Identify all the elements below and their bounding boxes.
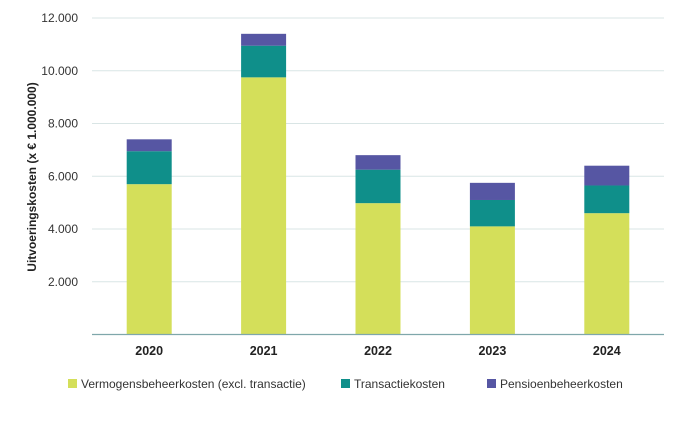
x-axis-ticks: 2020 2021 2022 2023 2024 bbox=[135, 344, 620, 358]
bar-segment bbox=[355, 155, 401, 170]
bar-segment bbox=[355, 169, 401, 204]
legend-swatch bbox=[341, 379, 350, 388]
legend-swatch bbox=[487, 379, 496, 388]
x-tick-label: 2020 bbox=[135, 344, 163, 358]
bars bbox=[126, 33, 630, 335]
bar-segment bbox=[584, 185, 630, 214]
y-tick-label: 12.000 bbox=[41, 11, 78, 25]
y-tick-label: 8.000 bbox=[48, 117, 78, 131]
y-tick-label: 2.000 bbox=[48, 275, 78, 289]
legend-label: Transactiekosten bbox=[354, 377, 445, 391]
y-axis-title: Uitvoeringskosten (x € 1.000.000) bbox=[25, 82, 39, 271]
bar-segment bbox=[126, 184, 172, 335]
y-tick-label: 6.000 bbox=[48, 169, 78, 183]
bar-segment bbox=[469, 199, 515, 227]
legend-swatch bbox=[68, 379, 77, 388]
x-tick-label: 2021 bbox=[250, 344, 278, 358]
bar-segment bbox=[126, 151, 172, 185]
legend: Vermogensbeheerkosten (excl. transactie)… bbox=[68, 377, 623, 391]
x-tick-label: 2024 bbox=[593, 344, 621, 358]
bar-segment bbox=[241, 45, 287, 78]
bar-segment bbox=[241, 77, 287, 335]
y-axis-ticks: 2.000 4.000 6.000 8.000 10.000 12.000 bbox=[41, 11, 78, 289]
bar-segment bbox=[469, 182, 515, 200]
y-tick-label: 4.000 bbox=[48, 222, 78, 236]
x-tick-label: 2023 bbox=[478, 344, 506, 358]
bar-segment bbox=[469, 226, 515, 335]
legend-label: Pensioenbeheerkosten bbox=[500, 377, 623, 391]
bar-segment bbox=[126, 139, 172, 152]
bar-segment bbox=[584, 165, 630, 186]
x-tick-label: 2022 bbox=[364, 344, 392, 358]
bar-segment bbox=[241, 33, 287, 46]
bar-segment bbox=[355, 203, 401, 335]
bar-segment bbox=[584, 213, 630, 335]
y-tick-label: 10.000 bbox=[41, 64, 78, 78]
legend-label: Vermogensbeheerkosten (excl. transactie) bbox=[81, 377, 306, 391]
